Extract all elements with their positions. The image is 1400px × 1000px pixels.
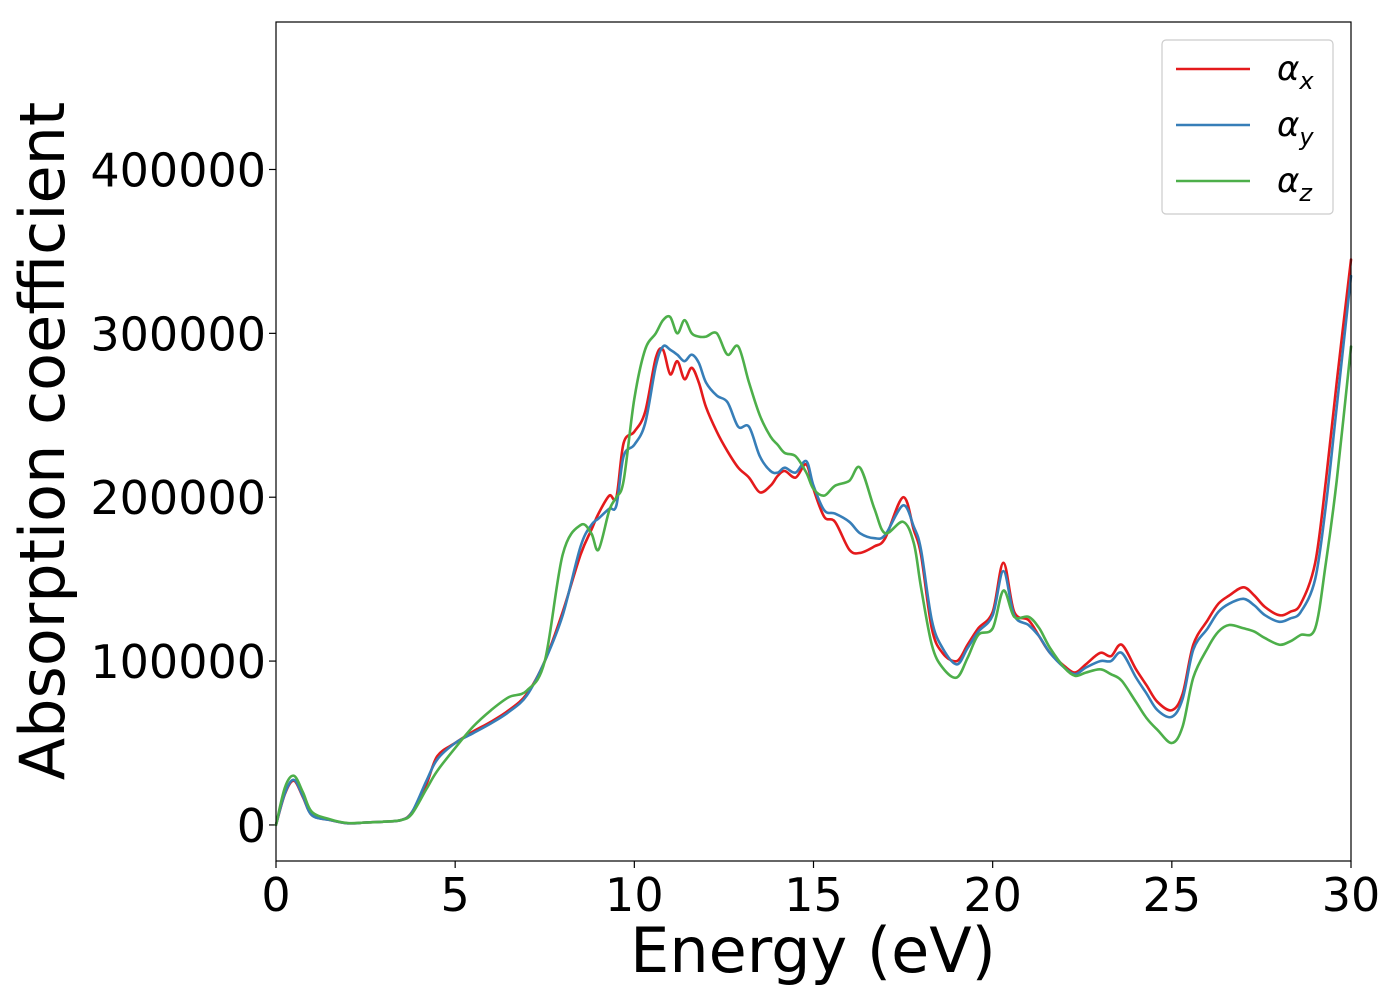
legend-subscript: y xyxy=(1298,123,1314,151)
x-axis-ticks: 0 5 10 15 20 25 30 xyxy=(261,861,1380,922)
x-tick-label: 5 xyxy=(441,868,470,922)
y-tick-label: 400000 xyxy=(90,143,266,197)
x-tick-label: 10 xyxy=(605,868,664,922)
series-lines xyxy=(274,258,1353,827)
legend-label-alpha-z: αz xyxy=(1277,161,1313,207)
x-tick-label: 25 xyxy=(1143,868,1202,922)
y-axis-title: Absorption coefficient xyxy=(6,102,79,781)
x-tick-label: 30 xyxy=(1322,868,1381,922)
legend-box xyxy=(1161,39,1334,215)
y-tick-label: 0 xyxy=(237,799,266,853)
legend-symbol: α xyxy=(1277,105,1299,145)
x-tick-label: 15 xyxy=(784,868,843,922)
x-tick-label: 0 xyxy=(261,868,290,922)
plot-frame xyxy=(275,21,1352,862)
y-tick-label: 300000 xyxy=(90,307,266,361)
y-tick-label: 100000 xyxy=(90,635,266,689)
y-axis-ticks: 0 100000 200000 300000 400000 xyxy=(90,143,276,853)
x-axis-title: Energy (eV) xyxy=(630,914,996,987)
legend-label-alpha-x: αx xyxy=(1277,49,1314,95)
series-line-alpha-z xyxy=(274,314,1353,827)
x-tick-label: 20 xyxy=(963,868,1022,922)
legend-subscript: z xyxy=(1298,179,1313,207)
legend-subscript: x xyxy=(1298,67,1314,95)
series-line-alpha-y xyxy=(274,274,1353,827)
legend-label-alpha-y: αy xyxy=(1277,105,1314,151)
y-tick-label: 200000 xyxy=(90,471,266,525)
legend-symbol: α xyxy=(1277,49,1299,89)
legend-symbol: α xyxy=(1277,161,1299,201)
